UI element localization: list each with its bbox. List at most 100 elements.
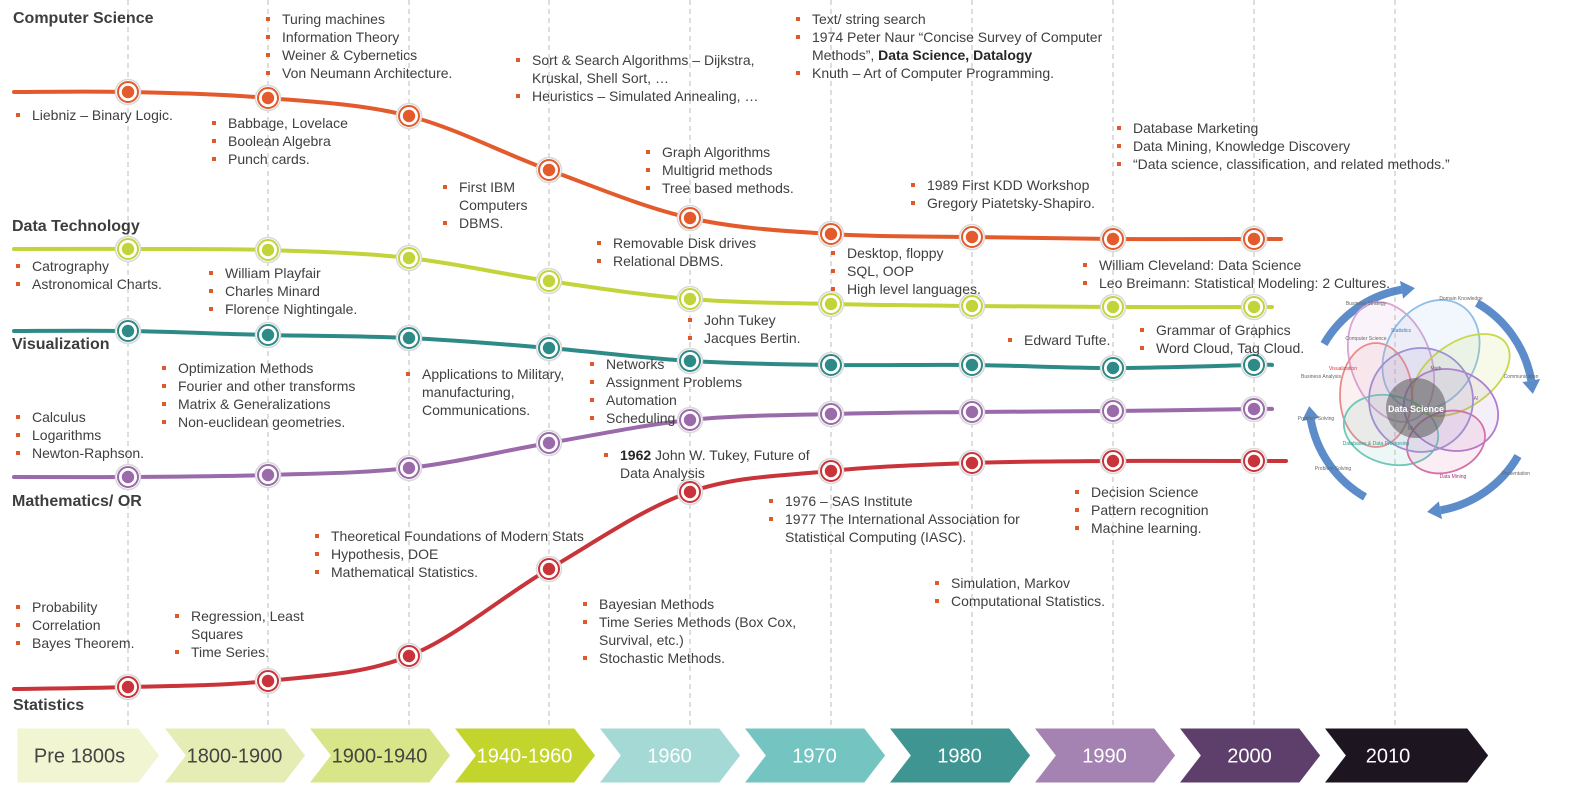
note-math-1940: Networks Assignment Problems Automation … [588,355,742,427]
note-item: Data Mining, Knowledge Discovery [1115,137,1450,155]
venn-label: Visualization [1329,366,1357,372]
note-item: Gregory Piatetsky-Shapiro. [909,194,1095,212]
venn-center-label: Data Science [1388,404,1444,414]
timeline-marker [817,220,845,248]
timeline-marker [535,156,563,184]
timeline-marker [1240,293,1268,321]
era-arrow: 1900-1940 [303,725,454,786]
timeline-marker [395,102,423,130]
era-arrow: 1960 [593,725,744,786]
note-item: Networks [588,355,742,373]
era-arrow-shape [14,725,163,786]
note-stat-1990: Decision Science Pattern recognition Mac… [1073,483,1209,537]
note-cs-pre1800: Liebniz – Binary Logic. [14,106,173,124]
timeline-marker [1240,225,1268,253]
venn-cycle-arrowhead [1522,378,1541,394]
note-item: Von Neumann Architecture. [264,64,452,82]
timeline-marker [1099,293,1127,321]
note-item: Time Series. [173,643,323,661]
note-item: Florence Nightingale. [207,300,357,318]
note-item: Astronomical Charts. [14,275,162,293]
era-arrow: 1800-1900 [158,725,309,786]
track-label-computer-science: Computer Science [13,10,154,27]
note-item: Calculus [14,408,144,426]
note-item: Theoretical Foundations of Modern Stats [313,527,584,545]
note-item: Bayes Theorem. [14,634,134,652]
era-label: 1900-1940 [332,746,428,768]
venn-cycle-arrow [1439,453,1522,515]
timeline-marker [535,334,563,362]
timeline-marker [958,351,986,379]
timeline-marker [1240,447,1268,475]
timeline-marker [676,406,704,434]
note-item: Sort & Search Algorithms – Dijkstra, Kru… [514,51,784,87]
note-math-1900: Applications to Military, manufacturing,… [404,365,582,419]
note-emphasis: Data Science, Datalogy [878,47,1033,63]
note-item: John Tukey [686,311,801,329]
note-cs-1800-top: Turing machines Information Theory Weine… [264,10,452,82]
note-item: Boolean Algebra [210,132,348,150]
note-item: Catrography [14,257,162,275]
note-item: High level languages. [829,280,981,298]
venn-cycle-arrowhead [1301,406,1320,422]
note-item: Regression, Least Squares [173,607,323,643]
note-item: Optimization Methods [160,359,355,377]
era-arrow: 1980 [883,725,1034,786]
era-arrow-shape [448,725,599,786]
era-label: 1970 [792,746,837,768]
note-item: 1974 Peter Naur “Concise Survey of Compu… [794,28,1134,64]
era-arrow-shape [158,725,309,786]
timeline-marker [254,84,282,112]
note-item: Knuth – Art of Computer Programming. [794,64,1134,82]
venn-label: Business Analysis [1301,374,1342,380]
era-label: Pre 1800s [34,746,125,768]
venn-label: Computer Science [1345,336,1386,342]
era-arrow: 1940-1960 [448,725,599,786]
note-item: Liebniz – Binary Logic. [14,106,173,124]
track-label-mathematics-or: Mathematics/ OR [12,493,142,510]
note-item: Fourier and other transforms [160,377,355,395]
era-arrow-shape [1173,725,1324,786]
note-item: Relational DBMS. [595,252,756,270]
note-item: Babbage, Lovelace [210,114,348,132]
timeline-marker [958,292,986,320]
note-item: Word Cloud, Tag Cloud. [1138,339,1304,357]
venn-label: Math [1430,366,1441,372]
note-item: Assignment Problems [588,373,742,391]
timeline-marker [395,244,423,272]
era-label: 1800-1900 [187,746,283,768]
venn-label: Databases & Data Processing [1343,441,1410,447]
era-arrow-shape [1028,725,1179,786]
note-item: Scheduling [588,409,742,427]
note-item: Newton-Raphson. [14,444,144,462]
note-item: SQL, OOP [829,262,981,280]
note-item: Hypothesis, DOE [313,545,584,563]
note-dt-1960: Removable Disk drives Relational DBMS. [595,234,756,270]
timeline-marker [676,285,704,313]
note-item: Grammar of Graphics [1138,321,1304,339]
era-label: 2000 [1227,746,1272,768]
note-item: Correlation [14,616,134,634]
timeline-marker [958,449,986,477]
track-label-statistics: Statistics [13,697,85,714]
note-dt-1800: William Playfair Charles Minard Florence… [207,264,357,318]
track-label-data-technology: Data Technology [12,218,140,235]
note-item: Heuristics – Simulated Annealing, … [514,87,784,105]
timeline-marker [535,555,563,583]
note-item: Database Marketing [1115,119,1450,137]
note-text: 1974 Peter Naur “Concise Survey of Compu… [812,29,1103,63]
note-item: Text/ string search [794,10,1134,28]
venn-cycle-arrow [1306,418,1368,501]
note-item: Punch cards. [210,150,348,168]
note-math-1800: Optimization Methods Fourier and other t… [160,359,355,431]
timeline-marker [535,429,563,457]
era-label: 1980 [937,746,982,768]
note-cs-1800-bottom: Babbage, Lovelace Boolean Algebra Punch … [210,114,348,168]
note-item: Weiner & Cybernetics [264,46,452,64]
era-arrow-shape [738,725,889,786]
note-item: 1989 First KDD Workshop [909,176,1095,194]
timeline-marker [254,667,282,695]
note-item: Automation [588,391,742,409]
note-cs-1990: Database Marketing Data Mining, Knowledg… [1115,119,1450,173]
